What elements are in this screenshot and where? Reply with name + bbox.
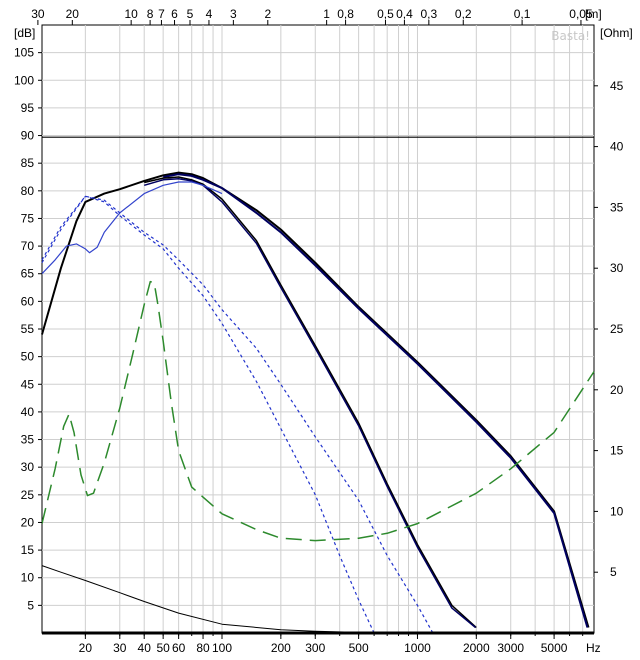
top-tick-label: 7 [158,7,165,21]
x-tick-label: 60 [172,641,186,655]
x-tick-label: 2000 [463,641,490,655]
curves [41,171,595,634]
y2-tick-label: 45 [610,79,624,93]
x-tick-label: 300 [305,641,325,655]
y2-tick-label: 5 [610,565,617,579]
top-tick-label: 0,2 [455,7,472,21]
x-tick-label: 100 [212,641,232,655]
x-tick-label: 20 [79,641,93,655]
y2-tick-label: 35 [610,200,624,214]
y-tick-label: 30 [21,460,35,474]
watermark: Basta! [551,29,590,43]
y-tick-label: 105 [14,46,34,60]
y-tick-label: 50 [21,350,35,364]
y-tick-label: 40 [21,405,35,419]
y-tick-label: 35 [21,433,35,447]
x-tick-label: 500 [349,641,369,655]
y-tick-label: 95 [21,101,35,115]
y-tick-label: 25 [21,488,35,502]
x-tick-label: 30 [113,641,127,655]
y2-unit-label: [Ohm] [600,26,633,40]
y-tick-label: 45 [21,377,35,391]
series-curve [41,171,590,628]
top-tick-label: 5 [187,7,194,21]
series-curve [41,195,375,634]
top-tick-label: 3 [230,7,237,21]
top-tick-label: 0,8 [337,7,354,21]
y2-tick-label: 30 [610,261,624,275]
y-tick-label: 85 [21,156,35,170]
y-unit-label: [dB] [14,26,35,40]
labels: 5101520253035404550556065707580859095100… [14,7,624,655]
x-tick-label: 200 [271,641,291,655]
top-tick-label: 0,1 [514,7,531,21]
top-tick-label: 0,5 [377,7,394,21]
y-tick-label: 75 [21,211,35,225]
top-unit-label: [m] [585,7,602,21]
top-tick-label: 0,05 [569,7,593,21]
series-curve [41,195,434,634]
axes [37,20,598,639]
x-tick-label: 1000 [404,641,431,655]
y-tick-label: 100 [14,73,34,87]
top-tick-label: 4 [206,7,213,21]
y2-tick-label: 15 [610,444,624,458]
y2-tick-label: 10 [610,504,624,518]
y-tick-label: 90 [21,129,35,143]
x-tick-label: 50 [156,641,170,655]
y-tick-label: 10 [21,571,35,585]
y-tick-label: 60 [21,294,35,308]
y-tick-label: 80 [21,184,35,198]
top-tick-label: 0,3 [420,7,437,21]
x-unit-label: Hz [586,641,601,655]
top-tick-label: 30 [31,7,45,21]
top-tick-label: 1 [323,7,330,21]
grid [42,25,594,633]
x-tick-label: 5000 [541,641,568,655]
y2-tick-label: 20 [610,383,624,397]
y-tick-label: 70 [21,239,35,253]
x-tick-label: 3000 [497,641,524,655]
y-tick-label: 20 [21,515,35,529]
series-curve [144,176,477,629]
y-tick-label: 15 [21,543,35,557]
series-curve [41,181,223,275]
series-curve [163,173,589,628]
top-tick-label: 20 [66,7,80,21]
y2-tick-label: 25 [610,322,624,336]
y-tick-label: 5 [27,598,34,612]
top-tick-label: 10 [124,7,138,21]
y2-tick-label: 40 [610,140,624,154]
x-tick-label: 80 [196,641,210,655]
top-tick-label: 2 [264,7,271,21]
top-tick-label: 0,4 [396,7,413,21]
y-tick-label: 65 [21,267,35,281]
series-curve [143,177,476,629]
series-curve [41,565,359,633]
top-tick-label: 6 [171,7,178,21]
top-tick-label: 8 [147,7,154,21]
y-tick-label: 55 [21,322,35,336]
x-tick-label: 40 [138,641,152,655]
series-curve [41,280,595,542]
